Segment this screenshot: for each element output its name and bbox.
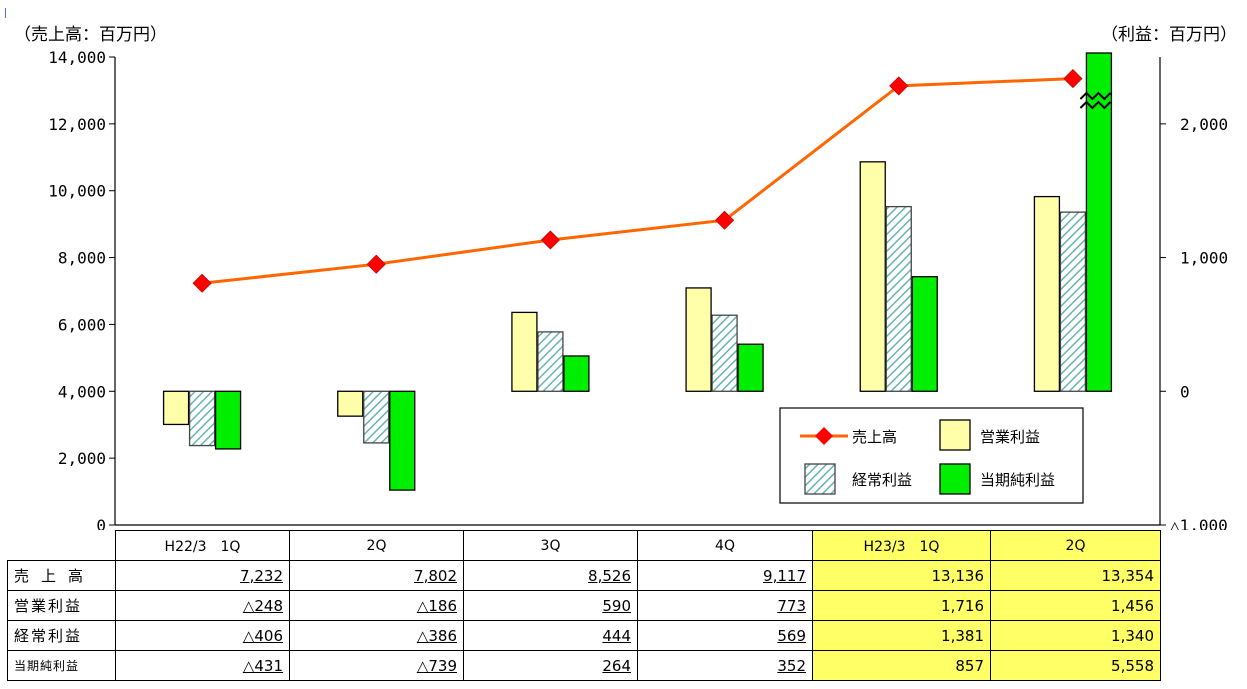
table-cell: △739 bbox=[289, 650, 464, 681]
table-header-cell: 3Q bbox=[463, 530, 638, 561]
sales-point-4 bbox=[889, 76, 909, 96]
bar-当期純利益-3 bbox=[737, 343, 764, 392]
table-row: 営業利益 △248 △186 590 773 1,716 1,456 bbox=[7, 590, 1161, 621]
legend-label-operating: 営業利益 bbox=[980, 428, 1040, 446]
table-cell: △186 bbox=[289, 590, 464, 621]
table-cell: 1,381 bbox=[812, 620, 991, 651]
table-cell: 1,716 bbox=[812, 590, 991, 621]
table-header-cell: H22/3 1Q bbox=[115, 530, 290, 561]
table-row: 経常利益 △406 △386 444 569 1,381 1,340 bbox=[7, 620, 1161, 651]
table-cell: 569 bbox=[637, 620, 813, 651]
bar-当期純利益-4 bbox=[911, 276, 938, 392]
sales-line bbox=[201, 77, 1073, 285]
bar-当期純利益-1 bbox=[389, 390, 416, 491]
bar-当期純利益-5 bbox=[1085, 52, 1113, 392]
left-tick-label: 14,000 bbox=[48, 48, 106, 67]
table-cell: 8,526 bbox=[463, 560, 638, 591]
cursor-marker bbox=[5, 8, 6, 18]
bar-経常利益-0 bbox=[188, 390, 216, 447]
table-row-label: 経常利益 bbox=[7, 620, 116, 651]
left-tick-label: 4,000 bbox=[58, 382, 106, 401]
table-header-cell: 4Q bbox=[637, 530, 813, 561]
bar-経常利益-5 bbox=[1059, 211, 1087, 392]
legend-label-net: 当期純利益 bbox=[980, 471, 1055, 489]
table-cell: 1,340 bbox=[990, 620, 1161, 651]
right-tick-label: 2,000 bbox=[1180, 115, 1228, 134]
right-tick-label: △1,000 bbox=[1170, 516, 1228, 530]
bar-営業利益-3 bbox=[685, 287, 712, 392]
table-cell: 264 bbox=[463, 650, 638, 681]
bar-営業利益-1 bbox=[337, 390, 364, 417]
bar-経常利益-3 bbox=[711, 314, 738, 392]
table-cell: 352 bbox=[637, 650, 813, 681]
table-cell: △248 bbox=[115, 590, 290, 621]
axes-group: （売上高：百万円） （利益：百万円） 0 2,000 4,000 6,000 8,000 10… bbox=[14, 25, 1237, 530]
legend-label-ordinary: 経常利益 bbox=[852, 471, 912, 489]
legend-swatch-net bbox=[939, 463, 971, 495]
bar-経常利益-1 bbox=[363, 390, 390, 444]
axis-break-mark-top bbox=[1079, 91, 1112, 101]
table-row: 売上高 7,232 7,802 8,526 9,117 13,136 13,354 bbox=[7, 560, 1161, 591]
sales-line-group bbox=[192, 69, 1083, 293]
sales-point-0 bbox=[192, 273, 212, 293]
left-tick-label: 8,000 bbox=[58, 249, 106, 268]
table-row: 当期純利益 △431 △739 264 352 857 5,558 bbox=[7, 650, 1161, 681]
sales-profit-chart: （売上高：百万円） （利益：百万円） 0 2,000 4,000 6,000 8,000 10… bbox=[14, 25, 1237, 530]
table-cell: 7,802 bbox=[289, 560, 464, 591]
sales-point-3 bbox=[715, 210, 735, 230]
left-tick-label: 2,000 bbox=[58, 449, 106, 468]
bars-group bbox=[162, 52, 1113, 491]
right-axis-unit-label: （利益：百万円） bbox=[1101, 25, 1237, 45]
legend-swatch-ordinary bbox=[804, 463, 836, 495]
bar-営業利益-5 bbox=[1033, 195, 1061, 392]
table-cell: 13,354 bbox=[990, 560, 1161, 591]
bar-営業利益-2 bbox=[511, 311, 538, 392]
table-header-cell: 2Q bbox=[990, 530, 1161, 561]
table-cell: 13,136 bbox=[812, 560, 991, 591]
sales-point-2 bbox=[540, 230, 560, 250]
table-cell: △406 bbox=[115, 620, 290, 651]
table-cell: △431 bbox=[115, 650, 290, 681]
sales-point-1 bbox=[366, 254, 386, 274]
right-tick-label: 1,000 bbox=[1180, 249, 1228, 268]
table-cell: △386 bbox=[289, 620, 464, 651]
right-tick-label: 0 bbox=[1180, 382, 1190, 401]
table-header-cell: 2Q bbox=[289, 530, 464, 561]
bar-当期純利益-2 bbox=[563, 355, 590, 392]
table-header-cell: H23/3 1Q bbox=[812, 530, 991, 561]
table-cell: 9,117 bbox=[637, 560, 813, 591]
table-row-label: 当期純利益 bbox=[7, 650, 116, 681]
table-row-label: 営業利益 bbox=[7, 590, 116, 621]
left-axis-unit-label: （売上高：百万円） bbox=[14, 25, 167, 45]
bar-当期純利益-0 bbox=[214, 390, 242, 450]
data-table: H22/3 1Q 2Q 3Q 4Q H23/3 1Q 2Q 売上高 7,232 7,802 8,5… bbox=[7, 530, 1161, 681]
legend-label-sales: 売上高 bbox=[852, 428, 897, 446]
axis-break-mark-bottom bbox=[1079, 100, 1112, 110]
table-cell: 1,456 bbox=[990, 590, 1161, 621]
legend-swatch-operating bbox=[939, 419, 971, 451]
sales-point-5 bbox=[1063, 69, 1083, 89]
left-tick-label: 0 bbox=[96, 516, 106, 530]
table-cell: 444 bbox=[463, 620, 638, 651]
left-tick-label: 6,000 bbox=[58, 315, 106, 334]
bar-経常利益-4 bbox=[885, 205, 912, 392]
bar-営業利益-4 bbox=[859, 161, 886, 392]
table-row-label: 売上高 bbox=[7, 560, 116, 591]
table-cell: 590 bbox=[463, 590, 638, 621]
table-cell: 857 bbox=[812, 650, 991, 681]
table-corner-cell bbox=[8, 531, 116, 561]
table-header-row: H22/3 1Q 2Q 3Q 4Q H23/3 1Q 2Q bbox=[8, 530, 1161, 561]
table-cell: 5,558 bbox=[990, 650, 1161, 681]
bar-営業利益-0 bbox=[162, 390, 190, 426]
left-tick-label: 12,000 bbox=[48, 115, 106, 134]
table-cell: 7,232 bbox=[115, 560, 290, 591]
left-tick-label: 10,000 bbox=[48, 182, 106, 201]
bar-経常利益-2 bbox=[537, 331, 564, 392]
legend-sales-marker bbox=[815, 427, 833, 445]
table-cell: 773 bbox=[637, 590, 813, 621]
